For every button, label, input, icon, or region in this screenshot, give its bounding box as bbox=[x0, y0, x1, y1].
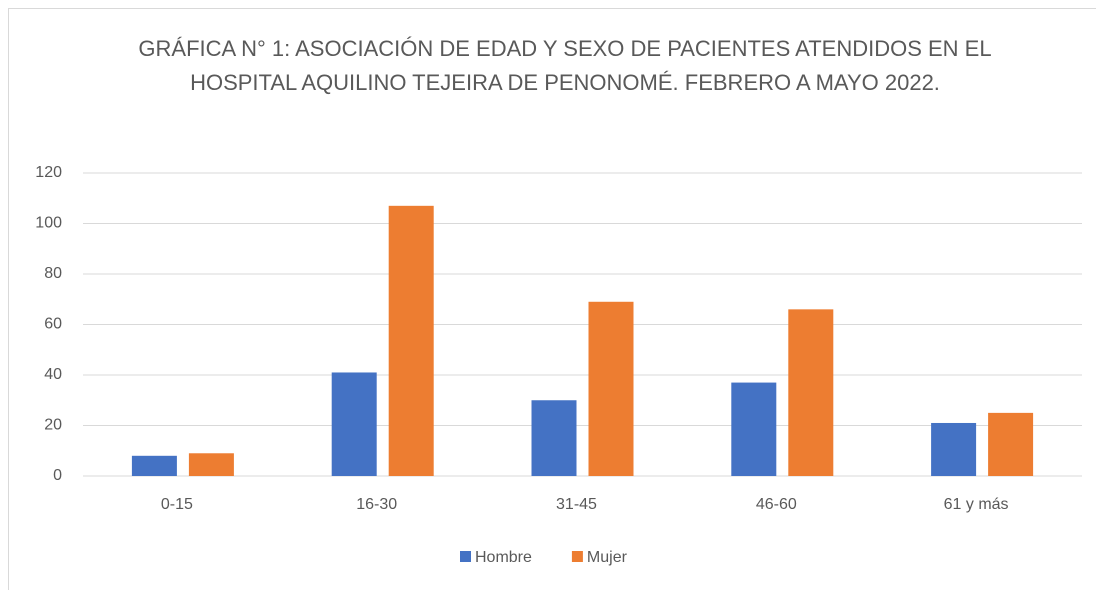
bar bbox=[588, 301, 634, 476]
chart-border bbox=[8, 8, 1096, 590]
y-tick-label: 60 bbox=[44, 316, 62, 333]
bar bbox=[331, 372, 377, 476]
bar bbox=[131, 455, 177, 476]
y-tick-label: 100 bbox=[35, 215, 62, 232]
x-tick-label: 46-60 bbox=[756, 496, 797, 513]
x-tick-label: 0-15 bbox=[161, 496, 193, 513]
bar bbox=[731, 382, 777, 476]
y-tick-label: 40 bbox=[44, 366, 62, 383]
bar bbox=[988, 412, 1034, 476]
legend-swatch bbox=[571, 551, 583, 562]
bar bbox=[531, 400, 577, 476]
y-tick-label: 20 bbox=[44, 417, 62, 434]
legend-swatch bbox=[460, 551, 471, 562]
bar bbox=[188, 453, 234, 476]
x-tick-label: 61 y más bbox=[944, 496, 1009, 513]
y-tick-label: 120 bbox=[35, 164, 62, 181]
bar bbox=[931, 422, 977, 476]
legend-label: Hombre bbox=[475, 549, 532, 566]
bar bbox=[788, 309, 834, 476]
y-tick-label: 80 bbox=[44, 265, 62, 282]
x-tick-label: 16-30 bbox=[356, 496, 397, 513]
bar bbox=[388, 205, 434, 476]
chart-title: GRÁFICA N° 1: ASOCIACIÓN DE EDAD Y SEXO … bbox=[138, 36, 992, 95]
legend-label: Mujer bbox=[587, 549, 628, 566]
y-tick-label: 0 bbox=[53, 467, 62, 484]
x-tick-label: 31-45 bbox=[556, 496, 597, 513]
